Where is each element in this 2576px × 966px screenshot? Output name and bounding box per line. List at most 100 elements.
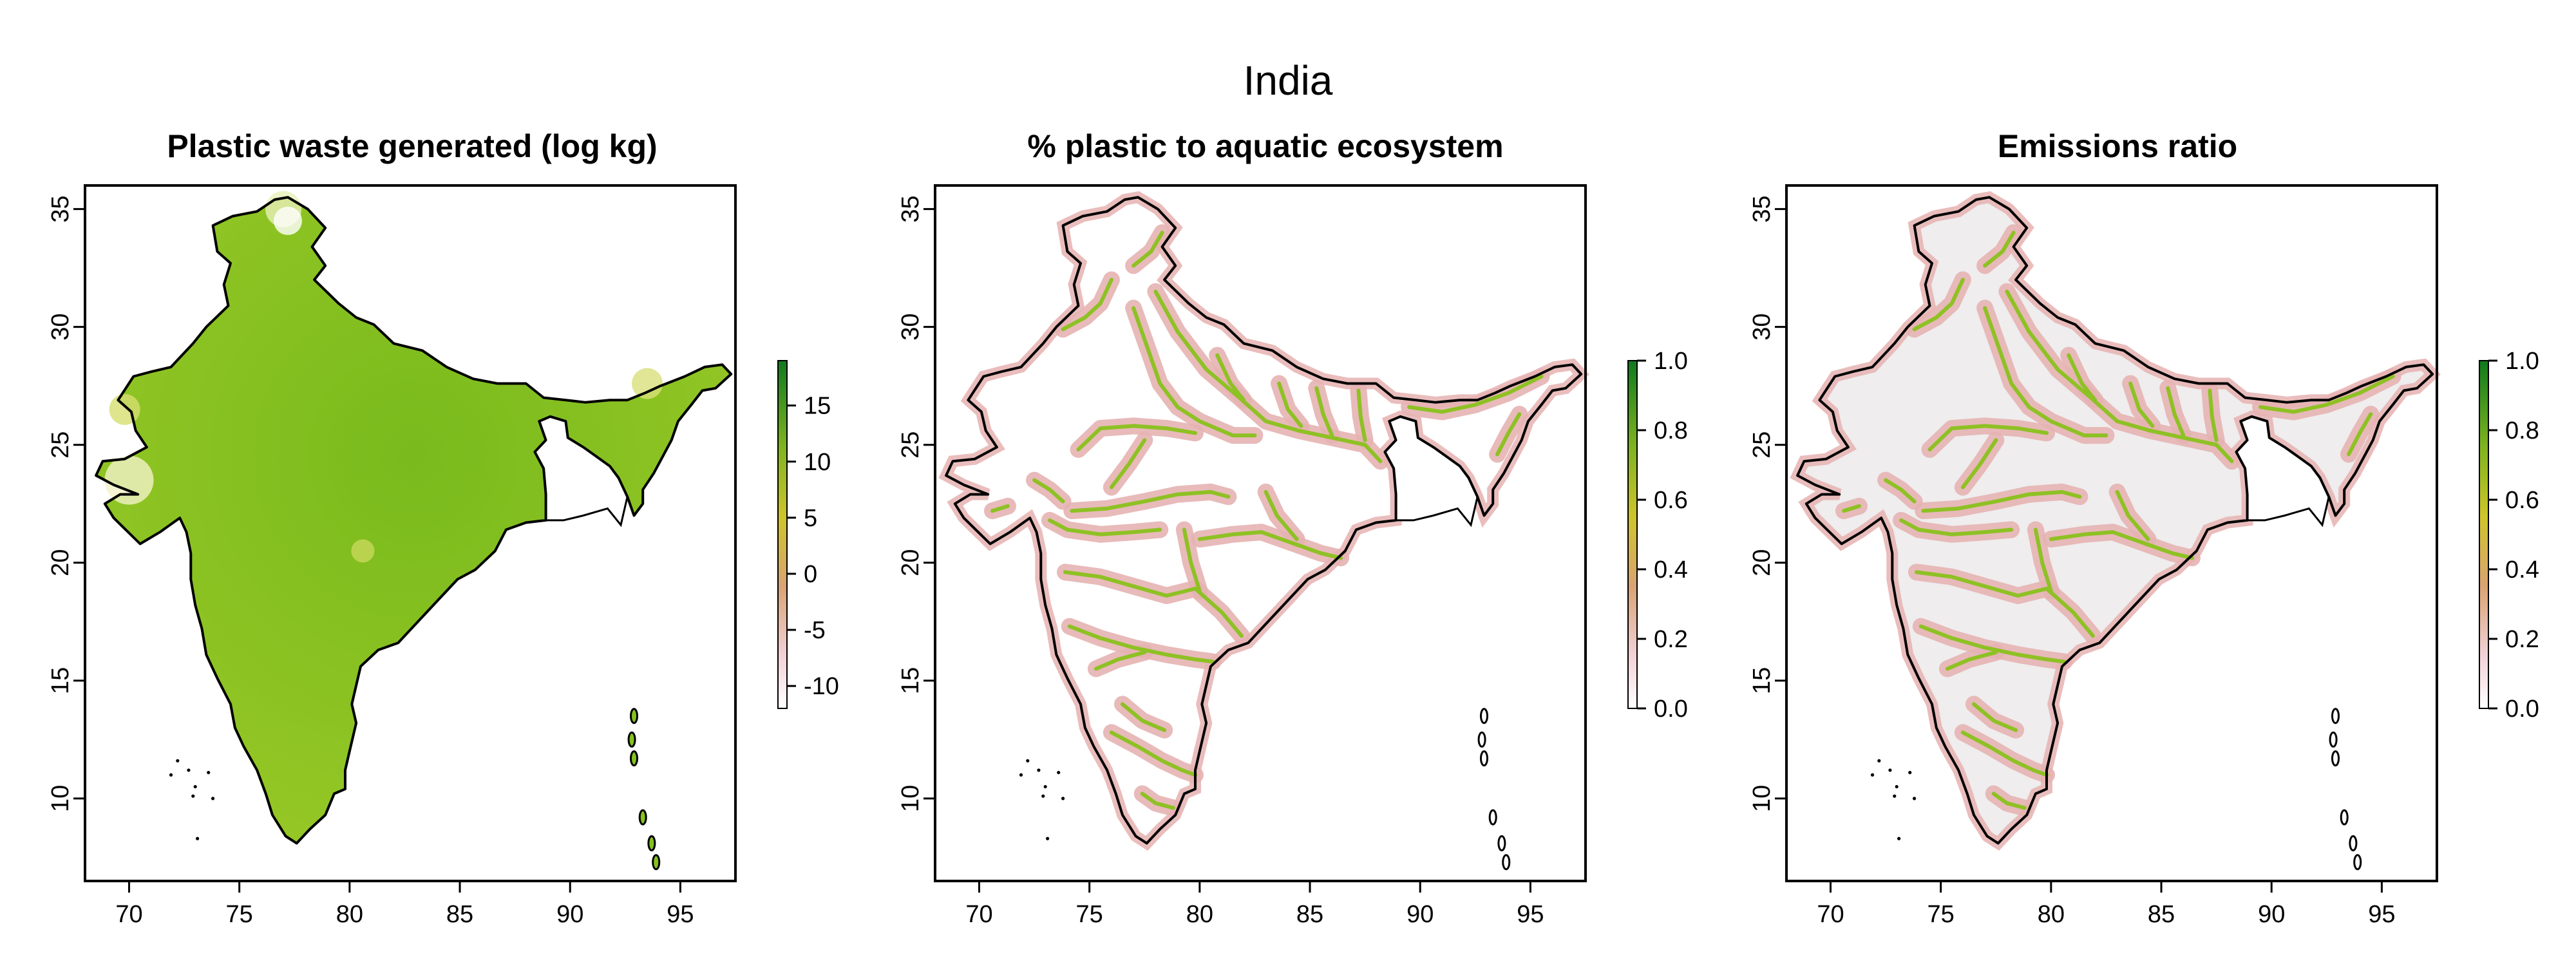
river-channel: [1960, 730, 2049, 777]
land-fill: [946, 197, 1582, 844]
island-dot: [207, 770, 211, 775]
river-channel: [1915, 570, 2095, 638]
island-dot: [1026, 759, 1030, 762]
y-tick-label: 15: [47, 667, 74, 694]
island: [1497, 835, 1506, 851]
river-channel: [1197, 530, 1343, 560]
island: [1502, 854, 1511, 871]
india-outline: [95, 196, 733, 845]
river-channel: [1356, 388, 1367, 442]
island: [652, 854, 661, 871]
river-channel: [2005, 289, 2234, 464]
island-dot: [211, 797, 215, 800]
y-tick-label: 30: [1748, 314, 1776, 341]
y-tick-label: 20: [1748, 549, 1776, 576]
island-dot: [1888, 768, 1892, 772]
x-tick-label: 90: [2258, 901, 2285, 928]
river-channel: [2166, 386, 2186, 438]
colorbar-label: 1.0: [2505, 348, 2539, 375]
river-channel: [1927, 424, 2049, 451]
river-channel: [1076, 424, 1197, 451]
colorbar-label: 0.6: [2505, 487, 2539, 514]
texture-patch: [632, 368, 663, 399]
plot-frame: [934, 184, 1587, 882]
river-channel: [1070, 489, 1231, 513]
x-tick-label: 80: [1186, 901, 1213, 928]
map-panel-3: 70 75 80 85 90 95 35 30 25 20 15 10 1.0 0.8 0.6 0.4 0.2 0…: [1748, 184, 2539, 928]
colorbar-label: 0.6: [1654, 487, 1688, 514]
river-channel: [2049, 530, 2194, 560]
island: [2340, 809, 2349, 826]
colorbar: [2479, 360, 2489, 709]
x-tick-label: 75: [1076, 901, 1103, 928]
island-dot: [1057, 770, 1061, 775]
x-tick-label: 95: [1517, 901, 1544, 928]
y-tick-label: 10: [47, 785, 74, 812]
river-channel: [1983, 306, 2108, 438]
india-outline: [1796, 196, 2434, 845]
y-tick-label: 20: [47, 549, 74, 576]
island-dot: [1908, 770, 1912, 775]
island-dot: [193, 784, 197, 789]
colorbar-label: -10: [804, 673, 839, 700]
island: [1480, 708, 1489, 724]
colorbar-label: 0.0: [2505, 696, 2539, 723]
river-channel: [1061, 278, 1113, 332]
island: [647, 835, 656, 851]
river-channel: [1063, 570, 1244, 638]
island-dot: [1043, 784, 1047, 789]
colorbar-label: 15: [804, 393, 831, 420]
island-dot: [1046, 837, 1050, 840]
texture-patch: [109, 393, 140, 425]
x-tick-label: 70: [1817, 901, 1844, 928]
colorbar-label: 0: [804, 561, 817, 588]
map-panel-2: 70 75 80 85 90 95 35 30 25 20 15 10 1.0 0.8 0.6 0.4 0.2 0…: [897, 184, 1688, 928]
plot-frame: [1785, 184, 2438, 882]
river-channel: [1182, 527, 1202, 593]
island: [2353, 854, 2362, 871]
island: [2329, 731, 2338, 748]
y-tick-label: 35: [897, 195, 924, 222]
river-channel: [1109, 730, 1197, 777]
river-channel: [1495, 412, 1522, 457]
island: [1480, 750, 1489, 767]
island: [638, 809, 647, 826]
colorbar-label: 0.4: [1654, 556, 1688, 583]
river-channel: [1945, 650, 1998, 671]
island-dot: [1893, 794, 1897, 798]
river-channel: [2115, 489, 2150, 542]
india-outline: [945, 196, 1583, 845]
y-tick-label: 10: [1748, 785, 1776, 812]
island-dot: [1041, 794, 1045, 798]
river-channel: [2208, 388, 2219, 442]
panel-3-title: Emissions ratio: [1997, 128, 2238, 164]
x-tick-label: 80: [2038, 901, 2065, 928]
colorbar-label: 0.8: [1654, 417, 1688, 444]
island-dot: [176, 759, 180, 762]
river-channel: [1121, 702, 1167, 732]
island: [1477, 731, 1486, 748]
colorbar-label: 0.8: [2505, 417, 2539, 444]
colorbar: [1627, 360, 1638, 709]
river-channel: [1277, 381, 1303, 428]
texture-patch: [273, 206, 302, 235]
river-channel: [1264, 489, 1299, 542]
colorbar-label: 0.4: [2505, 556, 2539, 583]
river-channel: [1140, 791, 1175, 810]
y-tick-label: 10: [897, 785, 924, 812]
land-fill: [1797, 197, 2433, 844]
island-dot: [1897, 837, 1901, 840]
x-tick-label: 75: [226, 901, 253, 928]
colorbar-label: 0.2: [1654, 626, 1688, 653]
river-channel: [1109, 438, 1147, 489]
river-channel: [1983, 231, 2016, 268]
texture-patch: [351, 539, 375, 563]
river-channel: [2033, 527, 2053, 593]
colorbar-label: 0.2: [2505, 626, 2539, 653]
x-tick-label: 75: [1927, 901, 1955, 928]
x-tick-label: 70: [965, 901, 992, 928]
colorbar-label: 5: [804, 505, 817, 532]
colorbar-label: 10: [804, 449, 831, 476]
island: [630, 750, 639, 767]
